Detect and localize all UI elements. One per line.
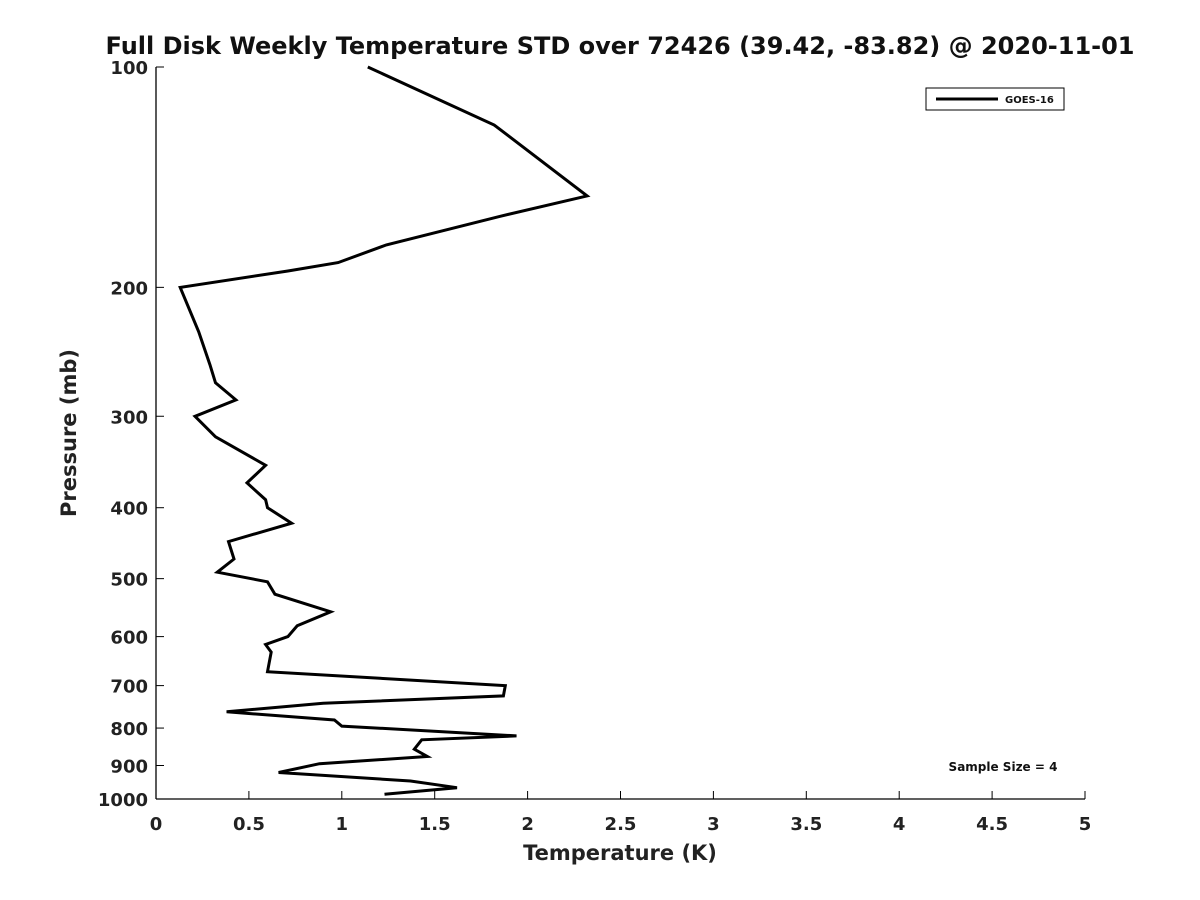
y-tick-label: 300 — [110, 407, 148, 428]
y-tick-label: 1000 — [98, 790, 148, 811]
plot-area — [156, 67, 1085, 799]
sample-size-annotation: Sample Size = 4 — [949, 760, 1058, 774]
axes — [155, 67, 1085, 800]
x-tick-label: 5 — [1079, 814, 1092, 835]
x-axis-ticks: 0 0.5 1 1.5 2 2.5 3 3.5 4 4.5 5 — [150, 791, 1092, 835]
y-axis-label: Pressure (mb) — [57, 349, 81, 517]
x-tick-label: 3 — [707, 814, 720, 835]
legend-entry-goes-16: GOES-16 — [1005, 95, 1054, 106]
x-tick-label: 1.5 — [419, 814, 451, 835]
series-line-goes-16 — [178, 65, 591, 796]
y-axis-ticks: 100 200 300 400 500 600 700 800 900 1000 — [98, 58, 164, 811]
y-tick-label: 400 — [110, 499, 148, 520]
x-tick-label: 2.5 — [605, 814, 637, 835]
chart-title: Full Disk Weekly Temperature STD over 72… — [106, 32, 1135, 60]
y-tick-label: 200 — [110, 278, 148, 299]
x-tick-label: 4.5 — [976, 814, 1008, 835]
x-tick-label: 1 — [336, 814, 349, 835]
y-tick-label: 700 — [110, 677, 148, 698]
y-tick-label: 900 — [110, 757, 148, 778]
y-tick-label: 500 — [110, 570, 148, 591]
y-tick-label: 100 — [110, 58, 148, 79]
y-tick-label: 800 — [110, 719, 148, 740]
y-tick-label: 600 — [110, 628, 148, 649]
x-axis-label: Temperature (K) — [523, 841, 717, 865]
series-group — [178, 65, 591, 796]
x-tick-label: 3.5 — [790, 814, 822, 835]
x-tick-label: 2 — [521, 814, 534, 835]
x-tick-label: 4 — [893, 814, 906, 835]
x-tick-label: 0 — [150, 814, 163, 835]
x-tick-label: 0.5 — [233, 814, 265, 835]
legend: GOES-16 — [925, 87, 1065, 111]
